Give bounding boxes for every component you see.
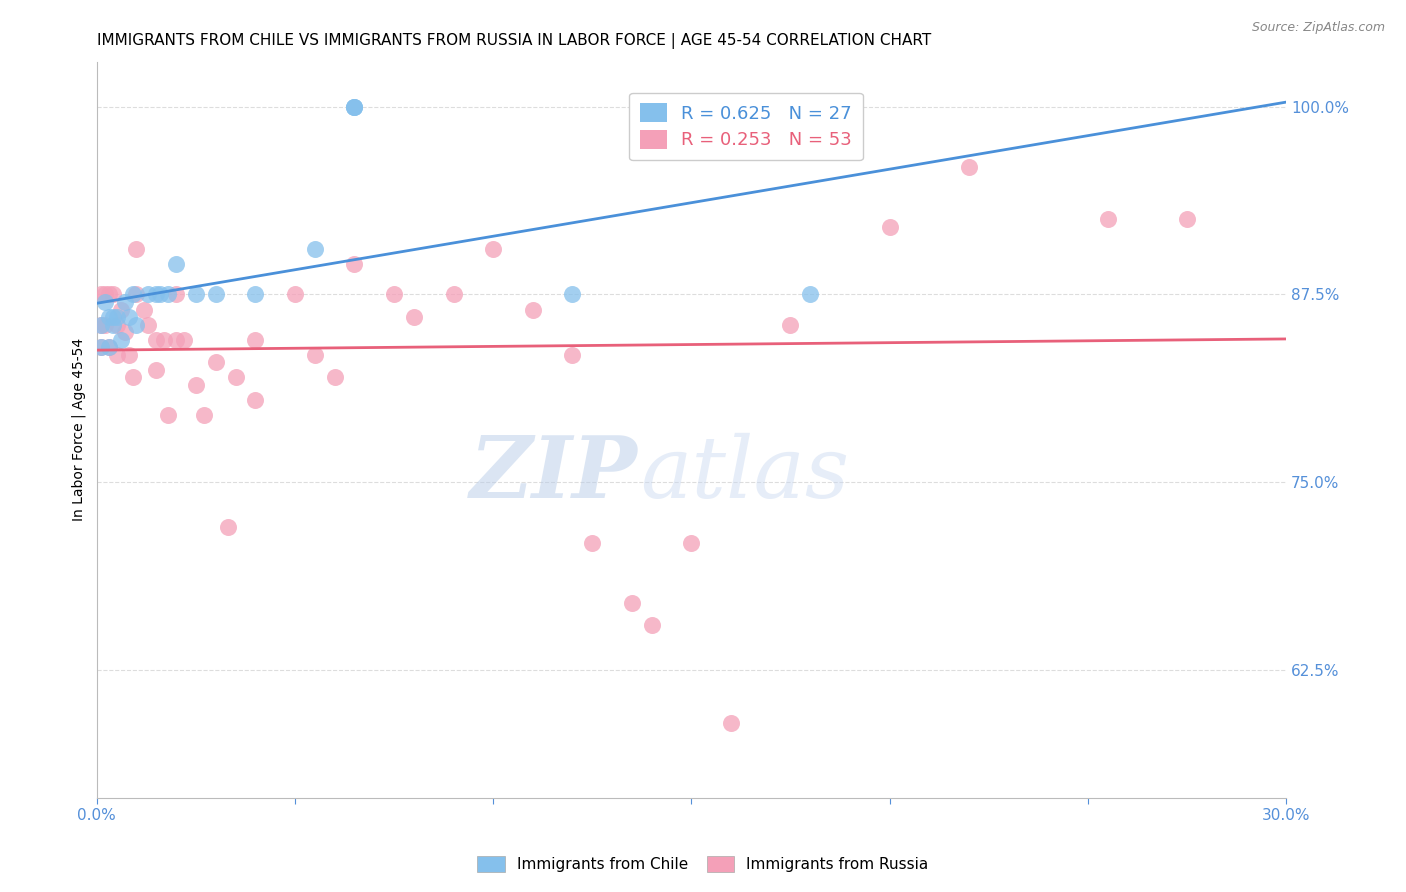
Point [105, 348, 128, 362]
Point [165, 257, 187, 271]
Text: Source: ZipAtlas.com: Source: ZipAtlas.com [1251, 21, 1385, 34]
Point [97, 287, 120, 301]
Point [1175, 212, 1198, 227]
Point [343, 100, 366, 114]
Point [90, 318, 112, 332]
Point [105, 318, 128, 332]
Point [105, 310, 128, 324]
Point [193, 408, 215, 422]
Point [217, 520, 239, 534]
Point [90, 340, 112, 354]
Point [134, 302, 156, 317]
Point [97, 310, 120, 324]
Point [90, 318, 112, 332]
Point [114, 295, 136, 310]
Point [101, 318, 124, 332]
Point [641, 618, 664, 632]
Point [165, 333, 187, 347]
Point [581, 535, 603, 549]
Point [245, 333, 267, 347]
Point [149, 287, 172, 301]
Text: ZIP: ZIP [470, 433, 638, 516]
Point [165, 287, 187, 301]
Point [94, 318, 117, 332]
Point [245, 287, 267, 301]
Point [153, 333, 176, 347]
Point [720, 715, 742, 730]
Point [97, 340, 120, 354]
Point [138, 287, 160, 301]
Point [110, 302, 132, 317]
Point [323, 370, 346, 384]
Point [204, 287, 226, 301]
Point [90, 287, 112, 301]
Point [145, 333, 167, 347]
Text: IMMIGRANTS FROM CHILE VS IMMIGRANTS FROM RUSSIA IN LABOR FORCE | AGE 45-54 CORRE: IMMIGRANTS FROM CHILE VS IMMIGRANTS FROM… [97, 33, 931, 49]
Point [284, 287, 307, 301]
Point [110, 333, 132, 347]
Point [157, 287, 180, 301]
Text: atlas: atlas [640, 433, 849, 516]
Point [561, 348, 583, 362]
Point [101, 310, 124, 324]
Point [304, 243, 326, 257]
Point [138, 318, 160, 332]
Point [225, 370, 247, 384]
Point [204, 355, 226, 369]
Point [304, 348, 326, 362]
Point [443, 287, 465, 301]
Point [157, 408, 180, 422]
Point [522, 302, 544, 317]
Point [957, 160, 980, 174]
Point [117, 310, 139, 324]
Point [1097, 212, 1119, 227]
Point [90, 340, 112, 354]
Point [620, 596, 643, 610]
Point [799, 287, 821, 301]
Point [97, 340, 120, 354]
Point [779, 318, 801, 332]
Point [121, 287, 143, 301]
Point [245, 392, 267, 407]
Point [125, 287, 148, 301]
Point [101, 287, 124, 301]
Point [145, 287, 167, 301]
Point [382, 287, 405, 301]
Point [343, 100, 366, 114]
Legend: R = 0.625   N = 27, R = 0.253   N = 53: R = 0.625 N = 27, R = 0.253 N = 53 [628, 93, 863, 161]
Point [94, 287, 117, 301]
Point [125, 318, 148, 332]
Point [94, 295, 117, 310]
Point [343, 100, 366, 114]
Point [879, 219, 901, 234]
Point [184, 377, 207, 392]
Point [117, 348, 139, 362]
Point [818, 129, 841, 144]
Point [125, 243, 148, 257]
Point [402, 310, 425, 324]
Point [561, 287, 583, 301]
Point [482, 243, 505, 257]
Legend: Immigrants from Chile, Immigrants from Russia: Immigrants from Chile, Immigrants from R… [470, 848, 936, 880]
Point [681, 535, 703, 549]
Point [114, 325, 136, 339]
Point [145, 362, 167, 376]
Y-axis label: In Labor Force | Age 45-54: In Labor Force | Age 45-54 [72, 338, 86, 521]
Point [343, 257, 366, 271]
Point [121, 370, 143, 384]
Point [173, 333, 195, 347]
Point [184, 287, 207, 301]
